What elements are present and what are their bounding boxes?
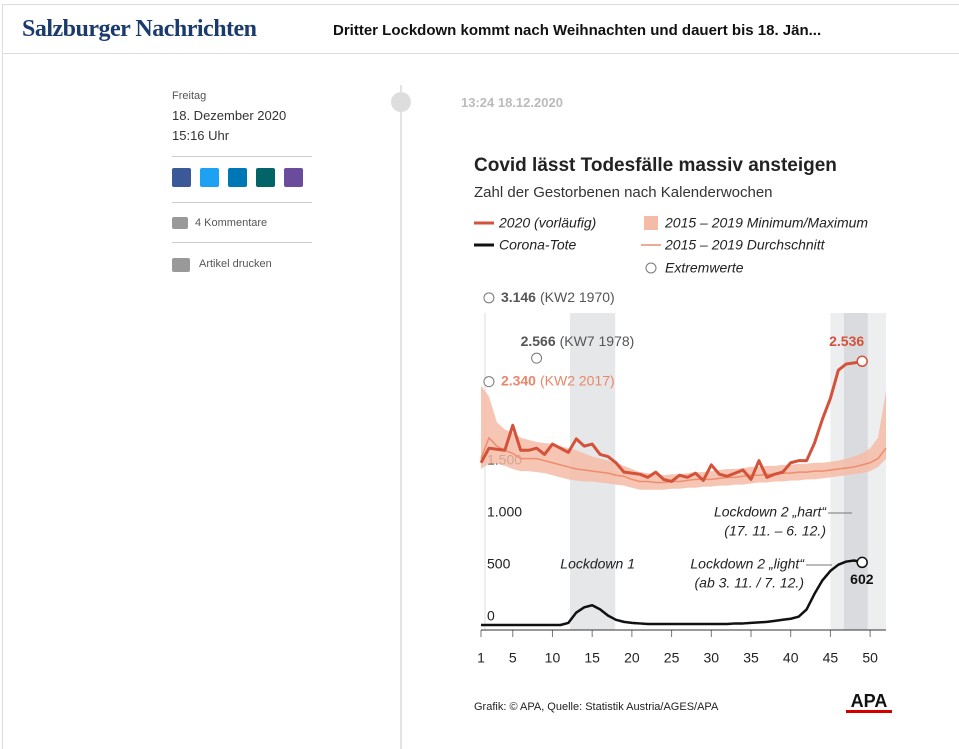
extreme-point [483, 292, 495, 304]
print-link[interactable]: Artikel drucken [199, 258, 272, 270]
x-tick-label: 30 [704, 650, 720, 666]
line-2020 [479, 359, 863, 483]
period-label: Lockdown 2 „light“ [690, 556, 805, 572]
corona-line [481, 559, 863, 627]
extreme-label: 2.566 (KW7 1978) [521, 333, 635, 349]
end-label: 2.536 [829, 333, 864, 349]
legend-label: 2015 – 2019 Durchschnitt [664, 237, 826, 253]
xing-icon[interactable] [256, 168, 275, 187]
timeline-dot [391, 92, 411, 112]
x-tick-label: 1 [477, 650, 485, 666]
extreme-label: 3.146 (KW2 1970) [501, 289, 615, 305]
extreme-note: (KW2 2017) [540, 372, 615, 388]
x-tick-label: 50 [862, 650, 878, 666]
divider [172, 156, 312, 157]
chart-title: Covid lässt Todesfälle massiv ansteigen [474, 155, 837, 176]
x-tick-label: 5 [509, 650, 517, 666]
period-note: (17. 11. – 6. 12.) [724, 523, 826, 539]
min-max-band [481, 385, 886, 490]
x-tick-label: 25 [664, 650, 680, 666]
extreme-value: 3.146 [501, 289, 536, 305]
period-label: Lockdown 2 „hart“ [714, 504, 827, 520]
time: 15:16 Uhr [172, 128, 230, 143]
chart-subtitle: Zahl der Gestorbenen nach Kalenderwochen [474, 184, 773, 201]
period-note: (ab 3. 11. / 7. 12.) [695, 575, 804, 591]
legend-label: 2020 (vorläufig) [498, 215, 596, 231]
date: 18. Dezember 2020 [172, 108, 287, 123]
extreme-value: 2.340 [501, 372, 536, 388]
twitter-icon[interactable] [200, 168, 219, 187]
source: Grafik: © APA, Quelle: Statistik Austria… [474, 701, 719, 713]
linkedin-icon[interactable] [228, 168, 247, 187]
facebook-icon[interactable] [172, 168, 191, 187]
legend-swatch [645, 262, 657, 274]
border [2, 54, 3, 749]
legend-label: Corona-Tote [499, 237, 577, 253]
legend-swatch [644, 216, 658, 230]
comments-link[interactable]: 4 Kommentare [195, 217, 268, 229]
end-label: 602 [850, 571, 874, 587]
x-tick-label: 20 [624, 650, 640, 666]
timestamp: 13:24 18.12.2020 [461, 95, 563, 110]
y-tick-label: 0 [487, 608, 495, 624]
timeline [400, 85, 402, 749]
end-point [856, 355, 868, 368]
legend-label: Extremwerte [665, 260, 744, 276]
weekday: Freitag [172, 90, 207, 102]
x-tick-label: 35 [743, 650, 759, 666]
divider [172, 202, 312, 203]
end-point [856, 556, 868, 569]
y-tick-label: 500 [487, 556, 511, 572]
extreme-label: 2.340 (KW2 2017) [501, 372, 615, 388]
x-tick-label: 15 [584, 650, 600, 666]
period-label: Lockdown 1 [560, 556, 635, 572]
header-bar [2, 4, 959, 54]
print-icon [172, 258, 190, 272]
comment-icon [172, 217, 188, 229]
brand-bar [846, 710, 892, 713]
x-tick-label: 40 [783, 650, 799, 666]
x-tick-label: 45 [823, 650, 839, 666]
headline: Dritter Lockdown kommt nach Weihnachten … [333, 22, 822, 39]
extreme-point [483, 376, 495, 388]
logo[interactable]: Salzburger Nachrichten [22, 16, 257, 42]
brand-logo: APA [851, 691, 888, 711]
mail-icon[interactable] [284, 168, 303, 187]
extreme-note: (KW2 1970) [540, 289, 615, 305]
legend-label: 2015 – 2019 Minimum/Maximum [664, 215, 868, 231]
extreme-value: 2.566 [521, 333, 556, 349]
extreme-note: (KW7 1978) [560, 333, 635, 349]
divider [172, 242, 312, 243]
y-tick-label: 1.000 [487, 504, 522, 520]
extreme-point [531, 352, 543, 364]
average-line [480, 437, 887, 484]
x-tick-label: 10 [545, 650, 561, 666]
